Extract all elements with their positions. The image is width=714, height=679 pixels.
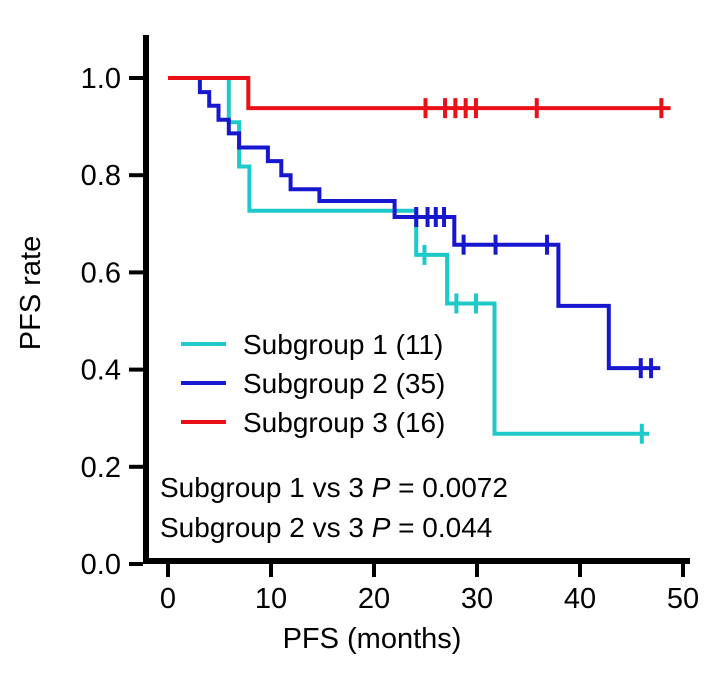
p-value-annotation-1: Subgroup 1 vs 3 P = 0.0072 [160,472,508,503]
km-curve-subgroup-2 [168,76,661,371]
censor-marks-layer [414,98,664,444]
p-value-annotation-2: Subgroup 2 vs 3 P = 0.044 [160,512,492,543]
axes-layer: 1.0 0.8 0.6 0.4 0.2 0.0 0 10 20 30 40 50 [81,35,699,615]
x-tick-label: 20 [358,583,390,615]
x-tick-label: 30 [461,583,493,615]
series-layer [168,76,671,436]
y-tick-label: 0.6 [81,257,121,289]
x-tick-label: 40 [564,583,596,615]
legend-label-subgroup-1: Subgroup 1 (11) [243,329,443,360]
legend-label-subgroup-2: Subgroup 2 (35) [243,368,445,399]
x-tick-label: 10 [255,583,287,615]
x-tick-label: 0 [160,583,176,615]
y-tick-label: 0.2 [81,452,121,484]
y-tick-label: 0.8 [81,160,121,192]
x-axis-title: PFS (months) [283,623,462,655]
x-tick-label: 50 [667,583,699,615]
y-axis-title: PFS rate [15,236,47,350]
legend: Subgroup 1 (11) Subgroup 2 (35) Subgroup 3… [181,329,445,438]
y-tick-label: 0.0 [81,549,121,581]
p-value-annotations: Subgroup 1 vs 3 P = 0.0072 Subgroup 2 vs … [160,472,508,543]
legend-label-subgroup-3: Subgroup 3 (16) [243,407,445,438]
y-tick-label: 1.0 [81,63,121,95]
y-tick-label: 0.4 [81,355,121,387]
km-curve-subgroup-3 [168,76,671,111]
